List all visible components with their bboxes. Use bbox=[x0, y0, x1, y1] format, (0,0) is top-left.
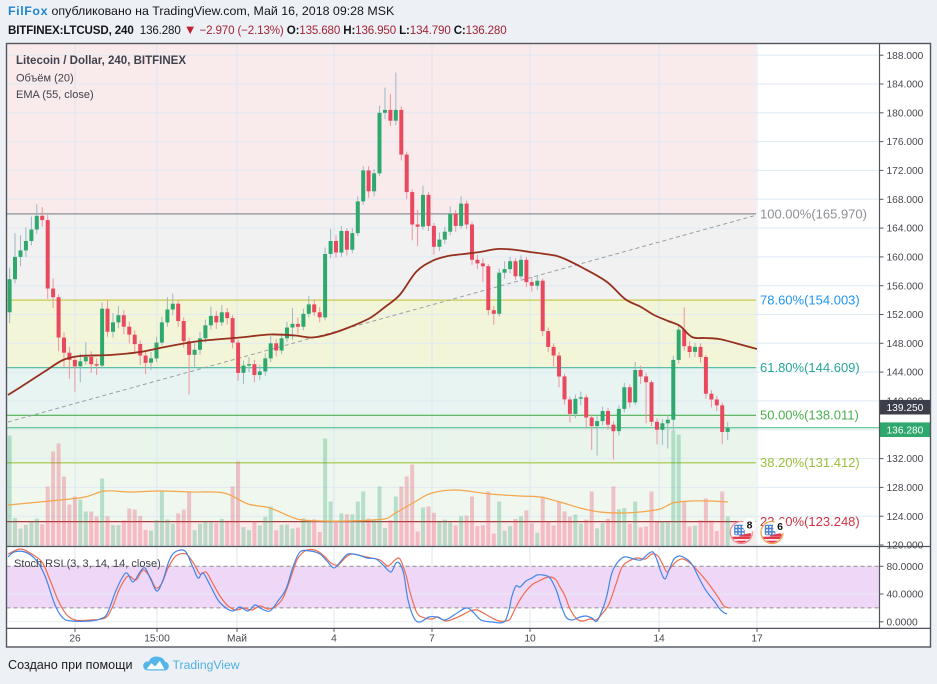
svg-text:Май: Май bbox=[227, 633, 247, 644]
svg-text:152.000: 152.000 bbox=[887, 310, 924, 321]
svg-text:124.000: 124.000 bbox=[887, 512, 924, 523]
svg-text:180.000: 180.000 bbox=[887, 108, 924, 119]
svg-text:144.000: 144.000 bbox=[887, 368, 924, 379]
svg-text:156.000: 156.000 bbox=[887, 281, 924, 292]
svg-text:Объём (20): Объём (20) bbox=[16, 73, 74, 85]
svg-text:168.000: 168.000 bbox=[887, 195, 924, 206]
svg-text:148.000: 148.000 bbox=[887, 339, 924, 350]
svg-text:80.0000: 80.0000 bbox=[887, 562, 924, 573]
svg-text:10: 10 bbox=[524, 633, 536, 644]
svg-text:EMA (55, close): EMA (55, close) bbox=[16, 89, 94, 101]
svg-text:139.250: 139.250 bbox=[887, 403, 924, 414]
svg-text:7: 7 bbox=[429, 633, 435, 644]
svg-text:17: 17 bbox=[751, 633, 763, 644]
svg-text:50.00%(138.011): 50.00%(138.011) bbox=[760, 408, 859, 423]
svg-text:8: 8 bbox=[747, 520, 753, 532]
svg-text:38.20%(131.412): 38.20%(131.412) bbox=[760, 455, 860, 470]
svg-text:172.000: 172.000 bbox=[887, 166, 924, 177]
svg-text:164.000: 164.000 bbox=[887, 224, 924, 235]
svg-text:0.0000: 0.0000 bbox=[887, 617, 918, 628]
svg-text:188.000: 188.000 bbox=[887, 51, 924, 62]
svg-text:40.0000: 40.0000 bbox=[887, 590, 924, 601]
svg-text:184.000: 184.000 bbox=[887, 80, 924, 91]
svg-text:14: 14 bbox=[653, 633, 665, 644]
svg-text:15:00: 15:00 bbox=[144, 633, 170, 644]
svg-text:136.280: 136.280 bbox=[887, 425, 924, 436]
svg-text:Stoch RSI (3, 3, 14, 14, close: Stoch RSI (3, 3, 14, 14, close) bbox=[14, 558, 161, 570]
svg-text:6: 6 bbox=[777, 521, 783, 533]
svg-text:160.000: 160.000 bbox=[887, 253, 924, 264]
svg-text:100.00%(165.970): 100.00%(165.970) bbox=[760, 206, 867, 221]
svg-text:Litecoin / Dollar, 240, BITFIN: Litecoin / Dollar, 240, BITFINEX bbox=[16, 55, 186, 67]
svg-text:4: 4 bbox=[331, 633, 337, 644]
svg-text:176.000: 176.000 bbox=[887, 137, 924, 148]
svg-text:128.000: 128.000 bbox=[887, 483, 924, 494]
svg-text:26: 26 bbox=[69, 633, 81, 644]
svg-text:132.000: 132.000 bbox=[887, 454, 924, 465]
svg-text:61.80%(144.609): 61.80%(144.609) bbox=[760, 360, 860, 375]
svg-text:78.60%(154.003): 78.60%(154.003) bbox=[760, 293, 860, 308]
